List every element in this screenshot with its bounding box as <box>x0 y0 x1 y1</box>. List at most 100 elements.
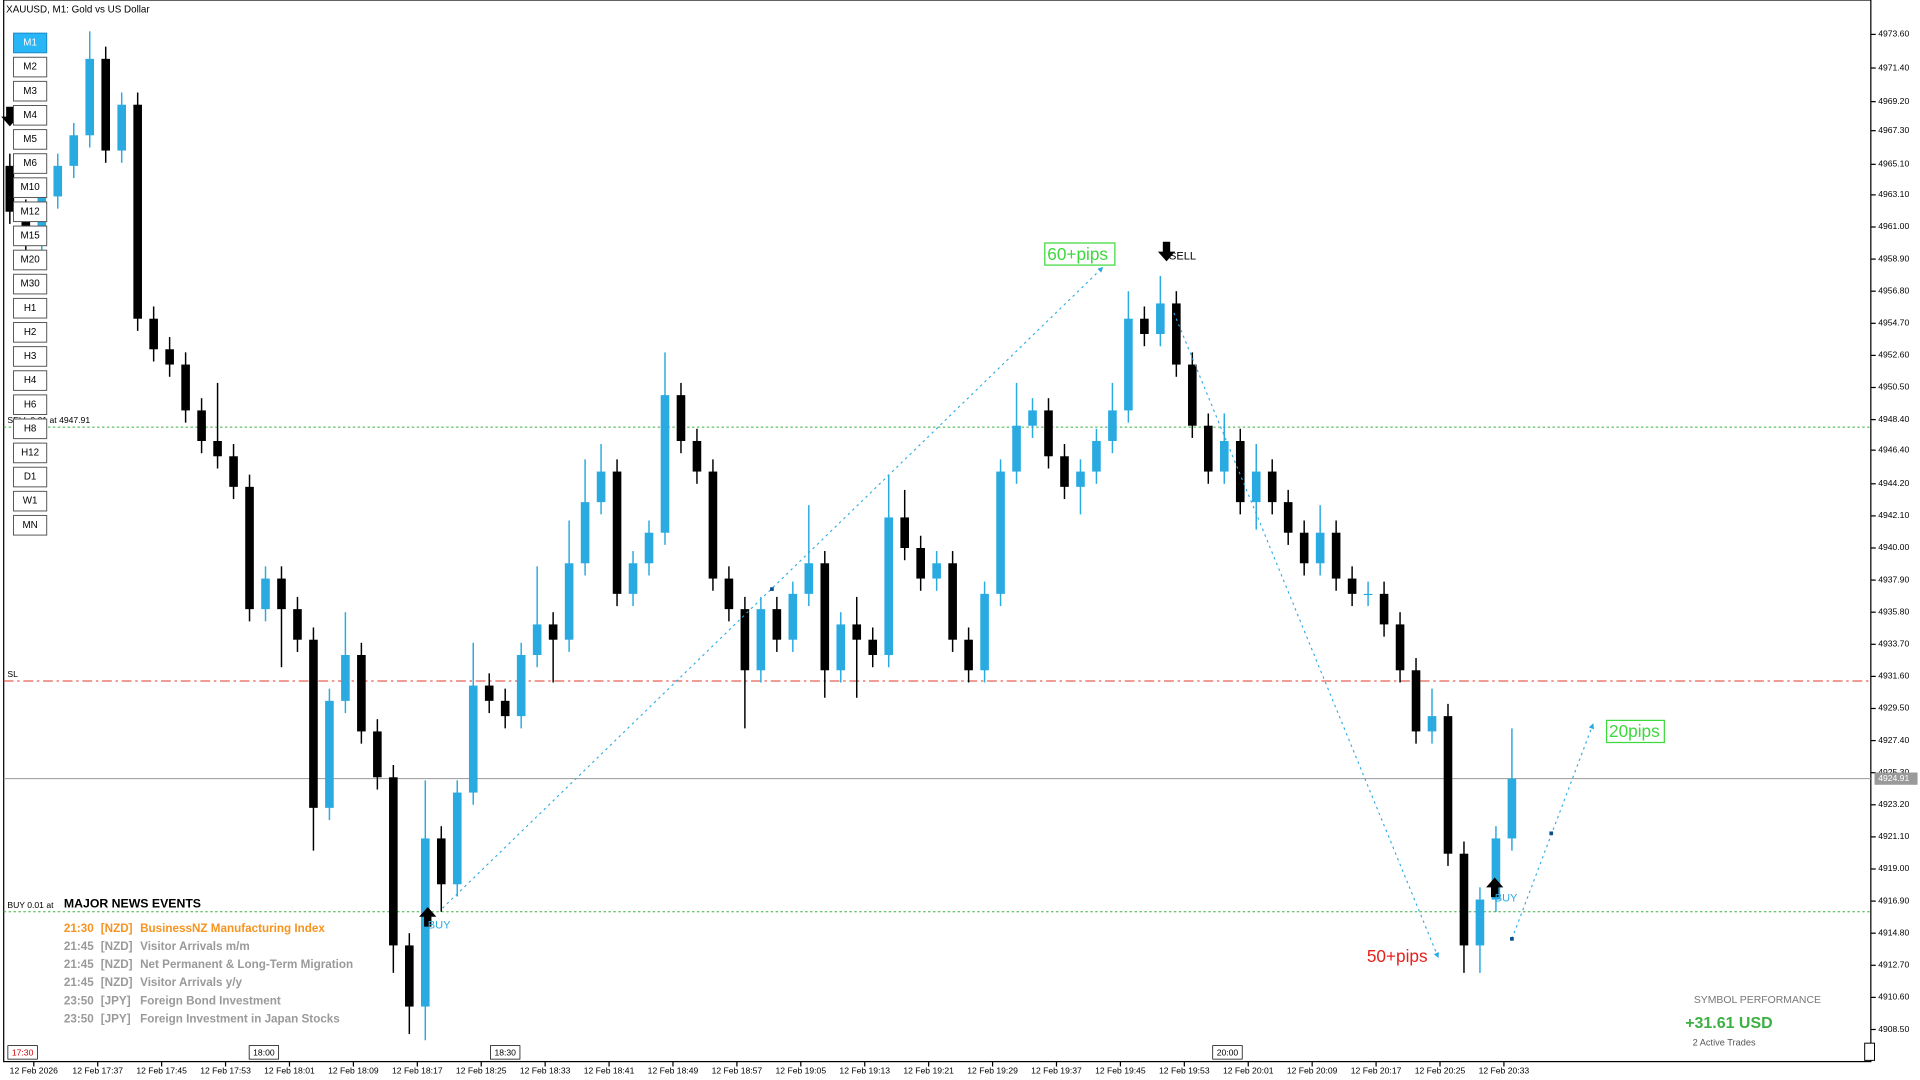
timeframe-button[interactable] <box>13 346 48 367</box>
timeframe-label[interactable]: D1 <box>24 472 37 483</box>
waypoint <box>770 587 774 591</box>
x-tick-label: 12 Feb 18:17 <box>392 1066 443 1076</box>
time-marker-box <box>248 1045 280 1060</box>
candle-body <box>1060 456 1069 487</box>
level-label: BUY 0.01 at <box>7 900 54 910</box>
timeframe-button[interactable] <box>13 490 48 512</box>
candle-body <box>1459 853 1469 946</box>
candle-body <box>1044 410 1053 457</box>
timeframe-label[interactable]: M30 <box>21 279 41 290</box>
y-tick-label: 4940.00 <box>1878 542 1909 552</box>
waypoint <box>1549 831 1554 836</box>
candle-body <box>1092 440 1101 472</box>
candle-body <box>1427 716 1437 732</box>
candle-body <box>884 517 894 655</box>
candle-body <box>1299 532 1309 564</box>
news-cell: [NZD] <box>101 940 133 953</box>
candle-body <box>341 654 350 701</box>
candle-body <box>1443 716 1453 854</box>
y-tick-label: 4952.60 <box>1878 350 1909 360</box>
y-tick-label: 4950.50 <box>1878 382 1909 392</box>
timeframe-label[interactable]: M20 <box>21 255 41 266</box>
candle-body <box>612 471 622 594</box>
timeframe-label[interactable]: H3 <box>24 351 37 362</box>
candle-body <box>373 731 382 778</box>
timeframe-label[interactable]: M2 <box>23 62 37 73</box>
x-tick-label: 12 Feb 18:41 <box>584 1066 635 1076</box>
timeframe-label[interactable]: H12 <box>21 448 39 459</box>
timeframe-label[interactable]: M3 <box>23 86 37 97</box>
timeframe-button[interactable] <box>13 32 48 54</box>
timeframe-button[interactable] <box>13 153 48 174</box>
timeframe-label[interactable]: M1 <box>23 38 37 49</box>
timeframe-button[interactable] <box>13 273 48 295</box>
candle-body <box>309 639 318 808</box>
timeframe-label[interactable]: H6 <box>24 399 37 410</box>
timeframe-label[interactable]: M12 <box>21 206 40 217</box>
timeframe-label[interactable]: MN <box>22 520 37 531</box>
candle-body <box>1475 899 1485 946</box>
y-tick-label: 4916.90 <box>1878 895 1909 905</box>
timeframe-button[interactable] <box>13 418 48 440</box>
buy-arrow <box>1486 877 1504 898</box>
timeframe-button[interactable] <box>13 201 48 223</box>
y-tick-label: 4967.30 <box>1878 125 1909 135</box>
scroll-box <box>1864 1042 1876 1061</box>
timeframe-label[interactable]: H8 <box>24 423 37 434</box>
candle-body <box>916 547 925 579</box>
timeframe-button[interactable] <box>13 225 48 247</box>
y-tick-label: 4937.90 <box>1878 574 1909 584</box>
x-tick-label: 12 Feb 18:57 <box>712 1066 763 1076</box>
timeframe-label[interactable]: H2 <box>24 327 37 338</box>
x-tick-label: 12 Feb 18:09 <box>328 1066 379 1076</box>
timeframe-label[interactable]: H1 <box>24 303 37 314</box>
timeframe-label[interactable]: M6 <box>23 158 37 169</box>
candle-body <box>1140 318 1149 334</box>
timeframe-button[interactable] <box>13 104 48 126</box>
y-tick-label: 4948.40 <box>1878 414 1909 424</box>
timeframe-button[interactable] <box>13 56 48 78</box>
timeframe-button[interactable] <box>13 129 48 150</box>
timeframe-label[interactable]: M15 <box>21 230 41 241</box>
timeframe-label[interactable]: M5 <box>23 134 37 145</box>
level-label: SL <box>7 669 18 679</box>
candle-body <box>692 440 702 472</box>
x-tick-label: 12 Feb 19:45 <box>1095 1066 1146 1076</box>
x-tick-label: 12 Feb 20:09 <box>1287 1066 1338 1076</box>
pips-label: 60+pips <box>1047 244 1108 264</box>
y-tick-label: 4929.50 <box>1878 703 1909 713</box>
candle-body <box>676 395 686 441</box>
timeframe-label[interactable]: H4 <box>24 375 37 386</box>
x-tick-label: 12 Feb 20:33 <box>1479 1066 1530 1076</box>
level-label: SELL 0.01 at 4947.91 <box>7 415 90 425</box>
news-cell: BusinessNZ Manufacturing Index <box>140 922 325 935</box>
candle-body <box>1124 318 1133 411</box>
overlays: 4924.9160+pips20pips50+pipsSELLSELLBUYBU… <box>1 32 1918 1061</box>
candle-body <box>405 945 414 1007</box>
time-marker-box <box>7 1045 38 1060</box>
timeframe-button[interactable] <box>13 322 48 343</box>
timeframe-button[interactable] <box>13 297 48 319</box>
timeframe-label[interactable]: M4 <box>23 110 37 121</box>
timeframe-button[interactable] <box>13 249 48 271</box>
timeframe-button[interactable] <box>13 442 48 464</box>
timeframe-button[interactable] <box>13 177 48 198</box>
timeframe-button[interactable] <box>13 394 48 416</box>
candle-body <box>996 471 1005 594</box>
candle-body <box>1411 670 1421 732</box>
news-cell: 23:50 <box>64 994 94 1007</box>
timeframe-label[interactable]: W1 <box>23 496 38 507</box>
timeframe-button[interactable] <box>13 514 48 536</box>
candle-body <box>197 410 206 441</box>
timeframe-label[interactable]: M10 <box>21 182 41 193</box>
y-tick-label: 4910.60 <box>1878 992 1909 1002</box>
performance-value: +31.61 USD <box>1685 1015 1772 1032</box>
timeframe-button[interactable] <box>13 80 48 102</box>
candle-body <box>452 792 462 885</box>
candle-body <box>1076 471 1085 487</box>
candle-body <box>772 609 782 640</box>
candle-body <box>1251 471 1261 503</box>
x-tick-label: 12 Feb 20:17 <box>1351 1066 1402 1076</box>
timeframe-button[interactable] <box>13 370 48 391</box>
timeframe-button[interactable] <box>13 466 48 488</box>
